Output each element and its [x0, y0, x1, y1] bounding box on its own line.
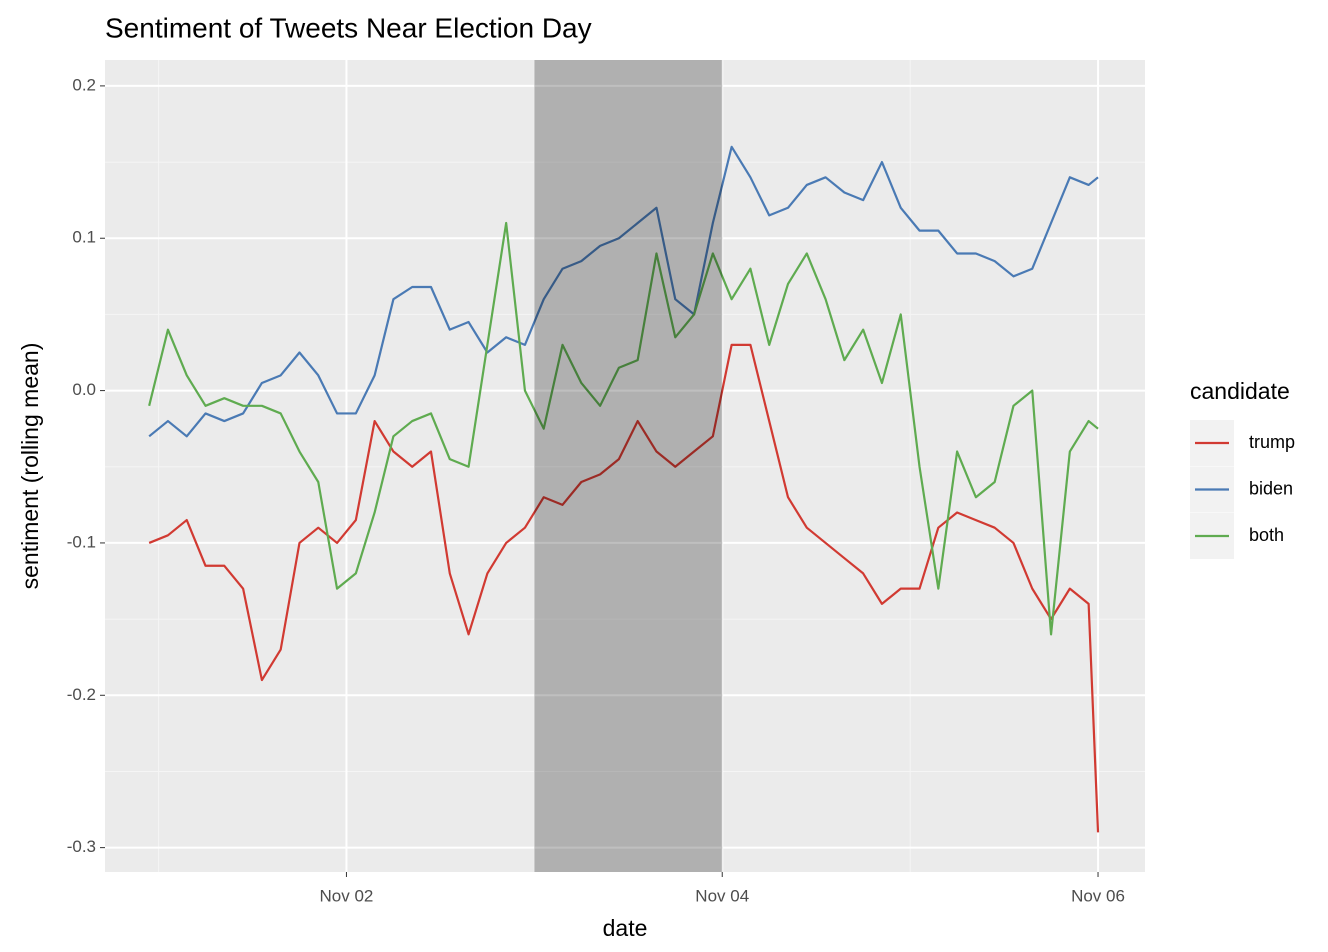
series-line [148, 145, 1099, 438]
chart-title: Sentiment of Tweets Near Election Day [105, 12, 592, 43]
y-tick-label: -0.2 [67, 685, 96, 704]
y-tick-label: 0.2 [72, 75, 96, 94]
x-tick-label: Nov 02 [320, 886, 374, 905]
x-tick-label: Nov 06 [1071, 886, 1125, 905]
legend-label: trump [1249, 432, 1295, 452]
highlight-band [534, 60, 723, 872]
y-tick-label: -0.1 [67, 532, 96, 551]
y-tick-label: 0.0 [72, 380, 96, 399]
legend-label: both [1249, 525, 1284, 545]
x-tick-label: Nov 04 [695, 886, 749, 905]
legend-label: biden [1249, 478, 1293, 498]
legend-title: candidate [1190, 378, 1290, 404]
y-axis-title: sentiment (rolling mean) [17, 343, 43, 590]
y-tick-label: -0.3 [67, 837, 96, 856]
plot-background [105, 60, 1145, 872]
series-line [148, 221, 1099, 636]
x-axis-title: date [603, 915, 648, 941]
y-tick-label: 0.1 [72, 228, 96, 247]
